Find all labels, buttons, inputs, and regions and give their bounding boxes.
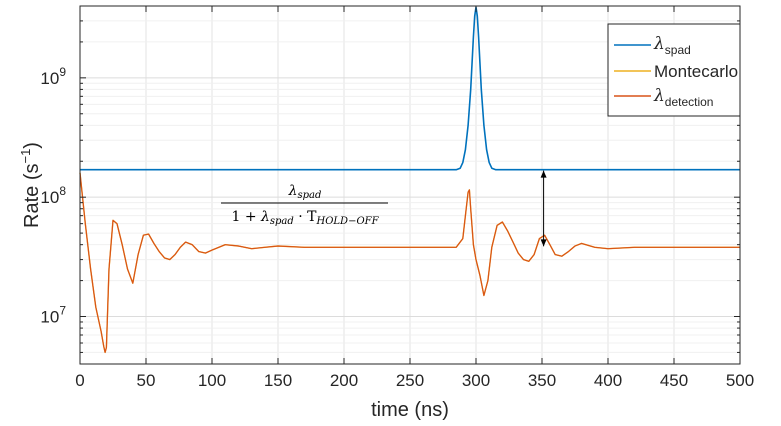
x-tick-label: 250 <box>396 371 424 390</box>
series-line-detection <box>79 172 740 353</box>
annotation-numerator: λspad <box>288 183 322 201</box>
legend-label-montecarlo: Montecarlo <box>654 62 738 81</box>
x-tick-label: 300 <box>462 371 490 390</box>
legend-label-detection: λdetection <box>653 86 713 109</box>
legend-item-detection: λdetection <box>614 86 713 109</box>
x-tick-label: 500 <box>726 371 754 390</box>
y-tick-label: 108 <box>40 184 66 207</box>
x-tick-label: 400 <box>594 371 622 390</box>
annotation-arrowhead-bottom <box>540 239 547 247</box>
y-tick-label: 109 <box>40 65 66 88</box>
x-tick-label: 450 <box>660 371 688 390</box>
legend-item-montecarlo: Montecarlo <box>614 62 738 81</box>
y-axis-label: Rate (s−1) <box>18 142 43 228</box>
x-axis-ticks: 0 50 100 150 200 250 300 350 400 450 500 <box>75 6 754 390</box>
x-tick-label: 100 <box>198 371 226 390</box>
x-tick-label: 200 <box>330 371 358 390</box>
x-axis-label: time (ns) <box>371 399 449 421</box>
x-tick-label: 350 <box>528 371 556 390</box>
annotation-denominator: 1 + λspad · THOLD−OFF <box>231 209 379 227</box>
x-tick-label: 0 <box>75 371 84 390</box>
x-tick-label: 150 <box>264 371 292 390</box>
legend-box <box>607 23 741 117</box>
legend: λspad Montecarlo λdetection <box>607 23 741 117</box>
annotation-arrowhead-top <box>540 170 547 178</box>
hold-off-annotation: λspad 1 + λspad · THOLD−OFF <box>221 170 547 247</box>
y-tick-label: 107 <box>40 304 66 327</box>
legend-label-spad: λspad <box>653 34 691 57</box>
legend-item-spad: λspad <box>614 34 691 57</box>
x-tick-label: 50 <box>137 371 156 390</box>
